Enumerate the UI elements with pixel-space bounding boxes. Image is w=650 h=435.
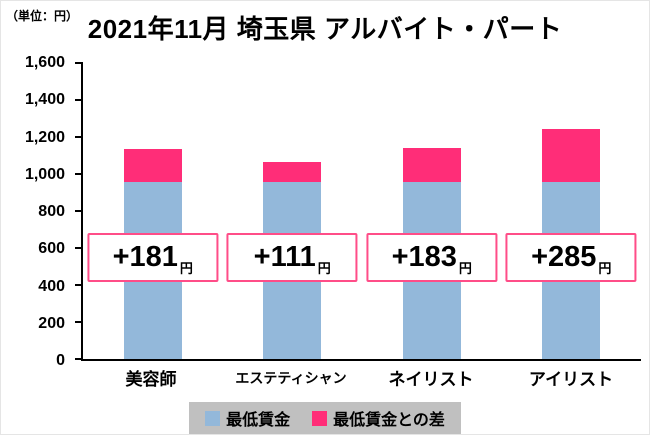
legend-item: 最低賃金との差 [312,406,445,430]
unit-label: （単位：円） [6,9,79,23]
bar-segment-diff [402,148,461,183]
value-label-suffix: 円 [179,261,193,277]
value-label-amount: +111 [253,241,316,274]
y-tick-label: 1,400 [24,91,65,109]
y-tick-label: 800 [38,203,65,220]
y-tick-label: 1,600 [24,54,65,71]
plot-area: +181 円 +111 円 +183 円 +285 円 [75,62,641,361]
legend-label: 最低賃金との差 [333,412,445,429]
y-tick-label: 200 [38,314,65,332]
y-tick-label: 1,200 [24,128,65,146]
x-axis-label: ネイリスト [388,370,474,389]
y-tick-mark [75,321,83,323]
chart-title: 2021年11月 埼玉県 アルバイト・パート [87,14,563,44]
y-tick-label: 1,000 [24,165,65,183]
legend-wrap: 最低賃金 最低賃金との差 [1,402,649,434]
y-tick-mark [75,284,83,286]
value-label-box: +183 円 [366,233,498,283]
bar-segment-diff [123,148,182,183]
y-tick-mark [75,210,83,212]
legend-item: 最低賃金 [205,406,290,430]
x-axis-label: アイリスト [528,370,614,389]
y-tick-mark [75,358,83,360]
value-label-suffix: 円 [317,261,331,277]
value-label-amount: +181 [112,241,178,274]
value-label-suffix: 円 [598,261,612,277]
y-tick-label: 600 [38,240,65,258]
legend-label: 最低賃金 [226,412,291,429]
legend-swatch [312,410,328,426]
value-label-box: +181 円 [87,233,219,283]
bar-columns: +181 円 +111 円 +183 円 +285 円 [83,63,641,359]
bar-segment-diff [263,161,322,183]
legend: 最低賃金 最低賃金との差 [189,402,461,434]
value-label-box: +285 円 [505,233,637,283]
y-tick-mark [75,62,83,64]
bar-column: +183 円 [362,63,502,359]
y-tick-label: 0 [56,352,65,369]
y-tick-mark [75,247,83,249]
y-tick-label: 400 [38,277,65,295]
bar-column: +111 円 [223,63,363,359]
x-axis-label: 美容師 [125,370,177,389]
value-label-amount: +183 [391,241,457,274]
y-axis: 0 200 400 600 800 1,000 1,200 1,400 1,600 [1,54,75,369]
value-label-amount: +285 [531,241,597,274]
bar-column: +285 円 [502,63,642,359]
x-axis-label: エステティシャン [235,370,347,386]
value-label-suffix: 円 [458,261,472,277]
y-tick-mark [75,173,83,175]
stacked-bar [402,148,461,359]
value-label-box: +111 円 [226,233,358,283]
bar-column: +181 円 [83,63,223,359]
y-tick-mark [75,99,83,101]
x-axis-labels: 美容師 エステティシャン ネイリスト アイリスト [81,365,641,390]
y-tick-mark [75,136,83,138]
bar-segment-diff [542,129,601,183]
legend-swatch [205,410,221,426]
